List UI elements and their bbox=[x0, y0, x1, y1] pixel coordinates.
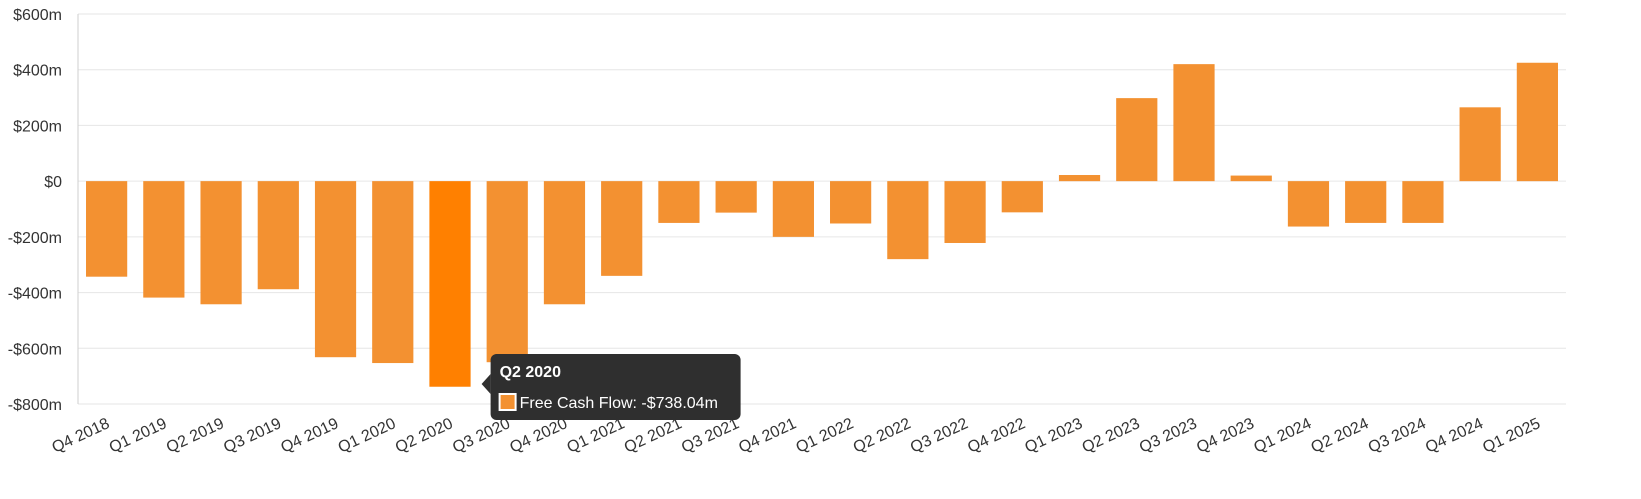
x-tick-label: Q3 2019 bbox=[221, 415, 284, 456]
bar-q2-2019[interactable] bbox=[200, 181, 242, 305]
x-tick-label: Q4 2023 bbox=[1194, 415, 1257, 456]
bar-q4-2024[interactable] bbox=[1459, 107, 1501, 182]
x-tick-label: Q3 2024 bbox=[1366, 415, 1429, 456]
bar-q4-2020[interactable] bbox=[543, 181, 586, 305]
bar-q3-2020[interactable] bbox=[486, 181, 528, 363]
bar-q1-2023[interactable] bbox=[1058, 175, 1101, 182]
y-tick-label: $0 bbox=[44, 174, 62, 191]
x-tick-label: Q1 2019 bbox=[107, 415, 170, 456]
x-tick-label: Q1 2022 bbox=[793, 415, 856, 456]
y-axis: $600m $400m $200m $0 -$200m -$400m -$600m -$800… bbox=[8, 7, 79, 414]
x-tick-label: Q2 2022 bbox=[851, 415, 914, 456]
x-tick-label: Q2 2024 bbox=[1309, 415, 1372, 456]
x-tick-label: Q3 2020 bbox=[450, 415, 513, 456]
bar-q2-2021[interactable] bbox=[658, 181, 700, 223]
bar-q3-2021[interactable] bbox=[715, 181, 757, 213]
bar-q3-2022[interactable] bbox=[944, 181, 986, 243]
x-tick-label: Q1 2025 bbox=[1480, 415, 1543, 456]
bar-q4-2022[interactable] bbox=[1001, 181, 1043, 213]
grid-layer bbox=[78, 13, 1566, 405]
x-tick-label: Q3 2023 bbox=[1137, 415, 1200, 456]
tooltip-pointer bbox=[481, 374, 491, 394]
tooltip-box bbox=[490, 354, 741, 420]
x-tick-label: Q2 2020 bbox=[393, 415, 456, 456]
x-tick-label: Q1 2020 bbox=[336, 415, 399, 456]
bar-q4-2021[interactable] bbox=[772, 181, 814, 237]
x-tick-label: Q1 2024 bbox=[1251, 415, 1314, 456]
y-tick-label: $400m bbox=[13, 63, 62, 80]
tooltip-title: Q2 2020 bbox=[500, 364, 561, 381]
bar-q3-2023[interactable] bbox=[1173, 64, 1215, 182]
y-tick-label: $600m bbox=[13, 7, 62, 24]
bar-q2-2023[interactable] bbox=[1116, 98, 1158, 182]
bar-q2-2020[interactable] bbox=[429, 181, 471, 387]
bar-q4-2018[interactable] bbox=[86, 181, 128, 277]
x-tick-label: Q4 2019 bbox=[278, 415, 341, 456]
bars-layer bbox=[86, 62, 1558, 387]
x-tick-label: Q2 2019 bbox=[164, 415, 227, 456]
x-tick-label: Q1 2021 bbox=[565, 415, 628, 456]
bar-q1-2022[interactable] bbox=[830, 181, 872, 224]
bar-q1-2024[interactable] bbox=[1287, 181, 1330, 227]
x-tick-label: Q4 2022 bbox=[965, 415, 1028, 456]
bar-q1-2021[interactable] bbox=[601, 181, 643, 276]
y-tick-label: -$600m bbox=[8, 341, 62, 358]
x-tick-label: Q2 2023 bbox=[1080, 415, 1143, 456]
tooltip-text: Free Cash Flow: -$738.04m bbox=[520, 395, 718, 412]
y-tick-label: -$400m bbox=[8, 286, 62, 303]
bar-q1-2020[interactable] bbox=[372, 181, 414, 364]
bar-q4-2023[interactable] bbox=[1230, 175, 1272, 182]
bar-q1-2025[interactable] bbox=[1516, 62, 1558, 182]
tooltip: Q2 2020 Free Cash Flow: -$738.04m bbox=[481, 354, 741, 420]
y-tick-label: $200m bbox=[13, 118, 62, 135]
y-tick-label: -$800m bbox=[8, 397, 62, 414]
x-tick-label: Q4 2021 bbox=[736, 415, 799, 456]
x-tick-label: Q3 2021 bbox=[679, 415, 742, 456]
tooltip-swatch bbox=[498, 393, 517, 411]
x-tick-label: Q3 2022 bbox=[908, 415, 971, 456]
x-tick-label: Q4 2018 bbox=[49, 415, 112, 456]
bar-q3-2019[interactable] bbox=[257, 181, 299, 290]
x-tick-label: Q1 2023 bbox=[1022, 415, 1085, 456]
bar-q2-2022[interactable] bbox=[887, 181, 929, 260]
bar-q1-2019[interactable] bbox=[143, 181, 185, 298]
y-tick-label: -$200m bbox=[8, 230, 62, 247]
bar-q3-2024[interactable] bbox=[1402, 181, 1444, 223]
x-tick-label: Q4 2024 bbox=[1423, 415, 1486, 456]
bar-q4-2019[interactable] bbox=[314, 181, 357, 358]
x-tick-label: Q4 2020 bbox=[507, 415, 570, 456]
bar-q2-2024[interactable] bbox=[1345, 181, 1387, 223]
x-tick-label: Q2 2021 bbox=[622, 415, 685, 456]
